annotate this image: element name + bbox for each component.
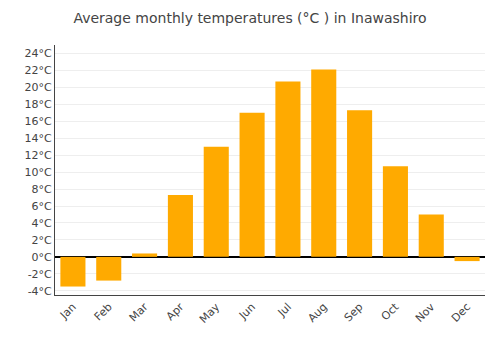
svg-text:Sep: Sep	[342, 301, 366, 325]
svg-text:-2°C: -2°C	[28, 268, 52, 281]
svg-text:Jun: Jun	[236, 300, 258, 322]
svg-text:Average monthly temperatures (: Average monthly temperatures (°C ) in In…	[73, 10, 426, 26]
svg-text:Aug: Aug	[305, 301, 329, 325]
svg-text:Nov: Nov	[413, 300, 438, 325]
svg-text:Oct: Oct	[379, 300, 402, 323]
svg-text:20°C: 20°C	[25, 81, 52, 94]
svg-text:Jul: Jul	[275, 301, 294, 320]
svg-text:0°C: 0°C	[32, 251, 52, 264]
svg-text:Mar: Mar	[127, 300, 151, 324]
svg-text:8°C: 8°C	[32, 183, 52, 196]
svg-text:4°C: 4°C	[32, 217, 52, 230]
svg-text:18°C: 18°C	[25, 98, 52, 111]
svg-text:-4°C: -4°C	[28, 285, 52, 298]
svg-text:10°C: 10°C	[25, 166, 52, 179]
svg-text:6°C: 6°C	[32, 200, 52, 213]
svg-text:Feb: Feb	[92, 301, 115, 324]
svg-text:Jan: Jan	[57, 301, 79, 323]
svg-text:14°C: 14°C	[25, 132, 52, 145]
svg-text:2°C: 2°C	[32, 234, 52, 247]
svg-text:24°C: 24°C	[25, 47, 52, 60]
svg-text:12°C: 12°C	[25, 149, 52, 162]
svg-text:16°C: 16°C	[25, 115, 52, 128]
svg-text:22°C: 22°C	[25, 64, 52, 77]
svg-text:May: May	[197, 300, 223, 326]
svg-text:Dec: Dec	[449, 301, 473, 325]
svg-text:Apr: Apr	[164, 300, 187, 323]
